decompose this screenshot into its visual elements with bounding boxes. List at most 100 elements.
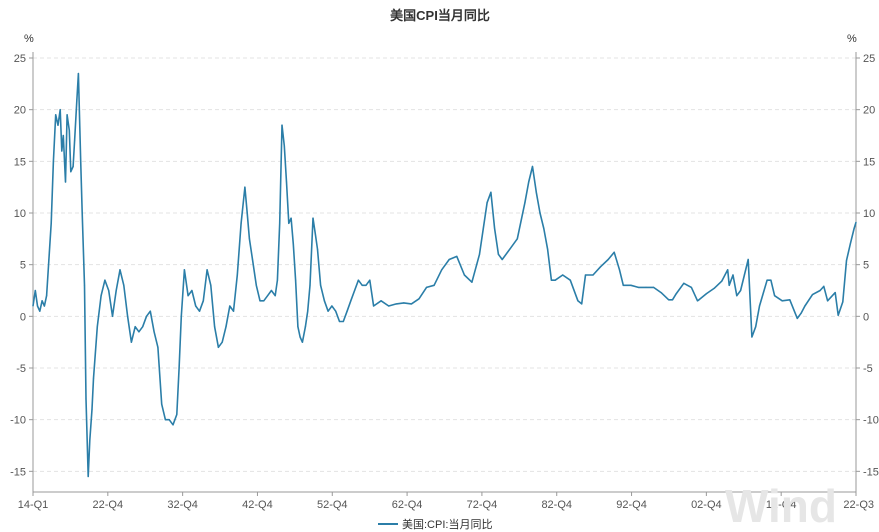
y-tick-label-right: 10 bbox=[863, 208, 875, 220]
data-point bbox=[774, 295, 776, 297]
data-point bbox=[270, 289, 272, 292]
left-axis-unit: % bbox=[24, 33, 34, 45]
legend-label: 美国:CPI:当月同比 bbox=[402, 517, 492, 531]
data-point bbox=[497, 253, 500, 255]
data-point bbox=[361, 284, 363, 286]
data-point bbox=[288, 222, 290, 224]
y-tick-label-left: 15 bbox=[14, 156, 26, 168]
axes bbox=[29, 52, 860, 496]
data-point bbox=[138, 331, 140, 333]
data-point bbox=[85, 398, 87, 400]
x-tick-label: 92-Q4 bbox=[616, 499, 647, 511]
y-tick-label-right: -5 bbox=[863, 363, 873, 375]
data-point bbox=[789, 299, 791, 301]
data-point bbox=[853, 227, 855, 230]
data-point bbox=[800, 312, 802, 314]
data-point bbox=[214, 326, 216, 328]
data-point bbox=[524, 202, 526, 204]
data-point bbox=[259, 300, 261, 302]
data-point bbox=[630, 284, 632, 286]
x-tick-label: 52-Q4 bbox=[317, 499, 348, 511]
y-tick-label-right: -15 bbox=[863, 466, 879, 478]
data-point bbox=[180, 315, 182, 317]
data-point bbox=[274, 295, 276, 297]
data-point bbox=[509, 248, 511, 250]
data-point bbox=[705, 293, 708, 295]
y-tick-label-left: 0 bbox=[20, 311, 26, 323]
data-point bbox=[645, 286, 647, 288]
data-point bbox=[837, 314, 839, 316]
data-point bbox=[267, 295, 269, 297]
x-tick-label: 02-Q4 bbox=[691, 499, 722, 511]
data-point bbox=[433, 284, 435, 286]
data-point bbox=[331, 305, 333, 307]
data-point bbox=[55, 114, 57, 116]
data-point bbox=[668, 299, 670, 301]
data-point bbox=[581, 303, 583, 305]
y-tick-label-right: -10 bbox=[863, 415, 879, 427]
data-point bbox=[80, 160, 82, 162]
data-point bbox=[335, 310, 337, 312]
x-tick-label: 42-Q4 bbox=[242, 499, 273, 511]
data-point bbox=[225, 326, 227, 328]
data-point bbox=[297, 326, 299, 328]
y-tick-label-left: 10 bbox=[14, 208, 26, 220]
data-point bbox=[279, 222, 281, 224]
y-tick-label-left: 5 bbox=[20, 260, 26, 272]
data-point bbox=[550, 279, 552, 281]
data-point bbox=[255, 284, 257, 286]
data-point bbox=[463, 274, 465, 276]
data-point bbox=[319, 284, 322, 286]
data-point bbox=[240, 222, 242, 224]
data-point bbox=[187, 295, 189, 297]
data-point bbox=[494, 227, 496, 230]
y-tick-label-right: 5 bbox=[863, 260, 869, 272]
chart-title: 美国CPI当月同比 bbox=[390, 8, 490, 23]
data-point bbox=[683, 282, 685, 284]
data-point bbox=[276, 279, 279, 281]
data-point bbox=[232, 310, 235, 312]
data-point bbox=[819, 289, 821, 292]
data-point bbox=[57, 124, 59, 126]
legend[interactable]: 美国:CPI:当月同比 bbox=[378, 517, 492, 531]
data-point bbox=[312, 217, 314, 219]
data-point bbox=[87, 475, 89, 478]
data-point bbox=[263, 300, 265, 302]
data-point bbox=[535, 191, 537, 193]
y-tick-label-right: 0 bbox=[863, 311, 869, 323]
data-point bbox=[34, 289, 36, 292]
data-point bbox=[323, 300, 325, 302]
data-point bbox=[342, 320, 344, 323]
data-point bbox=[637, 286, 640, 288]
data-point bbox=[577, 300, 579, 302]
data-point bbox=[584, 274, 587, 276]
data-point bbox=[316, 248, 319, 250]
data-point bbox=[77, 72, 80, 75]
data-point bbox=[599, 266, 602, 268]
data-point bbox=[539, 212, 541, 214]
data-point bbox=[104, 279, 106, 281]
data-point bbox=[622, 284, 624, 286]
data-point bbox=[281, 124, 283, 126]
data-point bbox=[236, 274, 238, 276]
data-point bbox=[130, 341, 132, 343]
data-point bbox=[425, 286, 428, 288]
data-point bbox=[59, 109, 61, 111]
data-point bbox=[52, 160, 55, 162]
x-tick-label: 14-Q1 bbox=[18, 499, 49, 511]
data-point bbox=[388, 305, 390, 307]
data-point bbox=[81, 212, 83, 214]
data-point bbox=[285, 181, 288, 183]
data-point bbox=[478, 253, 481, 255]
data-point bbox=[134, 326, 136, 328]
data-point bbox=[108, 289, 110, 292]
data-point bbox=[482, 227, 484, 230]
data-point bbox=[176, 413, 178, 416]
data-point bbox=[168, 419, 170, 421]
data-point bbox=[119, 269, 121, 271]
data-point bbox=[304, 326, 307, 328]
data-point bbox=[206, 269, 208, 271]
data-point bbox=[70, 171, 72, 173]
data-point bbox=[448, 258, 450, 261]
